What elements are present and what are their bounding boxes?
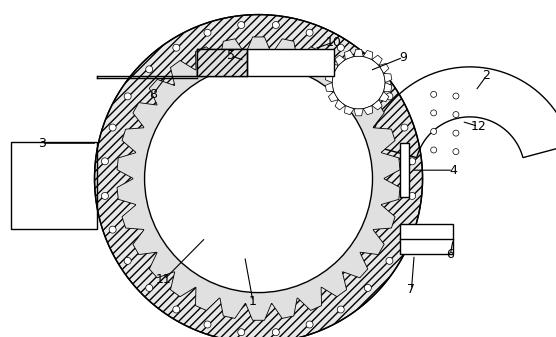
Circle shape xyxy=(204,321,211,328)
Circle shape xyxy=(453,149,459,155)
Circle shape xyxy=(386,257,393,264)
Polygon shape xyxy=(379,63,389,73)
Text: 7: 7 xyxy=(408,283,415,296)
Circle shape xyxy=(453,93,459,99)
Circle shape xyxy=(173,44,180,51)
Circle shape xyxy=(409,158,416,165)
Bar xyxy=(197,49,334,76)
Text: 6: 6 xyxy=(446,248,454,261)
Circle shape xyxy=(364,66,371,73)
Polygon shape xyxy=(379,92,389,102)
Text: 11: 11 xyxy=(156,273,172,286)
Polygon shape xyxy=(384,83,392,92)
Circle shape xyxy=(401,226,408,233)
Text: 1: 1 xyxy=(249,295,257,308)
Text: 8: 8 xyxy=(149,88,157,101)
Circle shape xyxy=(238,329,245,336)
Bar xyxy=(11,142,97,229)
Circle shape xyxy=(453,112,459,118)
Polygon shape xyxy=(329,92,338,102)
Polygon shape xyxy=(384,73,392,83)
Circle shape xyxy=(272,329,279,336)
Circle shape xyxy=(401,124,408,131)
Text: 12: 12 xyxy=(470,120,486,133)
Circle shape xyxy=(124,93,131,100)
Circle shape xyxy=(238,22,245,29)
Polygon shape xyxy=(372,55,382,65)
Polygon shape xyxy=(354,109,363,116)
Polygon shape xyxy=(335,100,345,110)
Circle shape xyxy=(145,65,373,293)
Polygon shape xyxy=(363,50,373,59)
Polygon shape xyxy=(325,83,334,92)
Circle shape xyxy=(124,257,131,264)
Circle shape xyxy=(409,192,416,200)
Circle shape xyxy=(386,93,393,100)
Polygon shape xyxy=(95,14,423,337)
Polygon shape xyxy=(325,73,334,83)
Circle shape xyxy=(145,65,373,293)
Circle shape xyxy=(431,128,436,134)
Circle shape xyxy=(101,158,108,165)
Polygon shape xyxy=(354,49,363,56)
Circle shape xyxy=(364,284,371,292)
Text: 10: 10 xyxy=(326,36,341,49)
Polygon shape xyxy=(117,37,400,320)
Text: 9: 9 xyxy=(399,51,407,64)
Circle shape xyxy=(453,130,459,136)
Circle shape xyxy=(337,44,344,51)
Polygon shape xyxy=(133,54,384,304)
Circle shape xyxy=(101,192,108,200)
Circle shape xyxy=(332,56,385,109)
Circle shape xyxy=(431,110,436,116)
Circle shape xyxy=(272,22,279,29)
Circle shape xyxy=(306,29,313,36)
Polygon shape xyxy=(329,63,338,73)
Circle shape xyxy=(146,284,153,292)
Circle shape xyxy=(431,147,436,153)
Circle shape xyxy=(109,124,116,131)
Bar xyxy=(197,49,247,76)
Bar xyxy=(400,224,453,254)
Circle shape xyxy=(337,306,344,313)
Text: 5: 5 xyxy=(227,49,235,62)
Polygon shape xyxy=(345,106,354,115)
Polygon shape xyxy=(345,50,354,59)
Text: 3: 3 xyxy=(38,137,46,150)
Circle shape xyxy=(109,226,116,233)
Text: 2: 2 xyxy=(483,69,490,82)
Polygon shape xyxy=(363,106,373,115)
Polygon shape xyxy=(335,55,345,65)
Circle shape xyxy=(146,66,153,73)
Circle shape xyxy=(306,321,313,328)
Circle shape xyxy=(431,91,436,97)
Circle shape xyxy=(173,306,180,313)
Bar xyxy=(400,143,409,197)
Polygon shape xyxy=(372,100,382,110)
Text: 4: 4 xyxy=(449,164,457,177)
Circle shape xyxy=(204,29,211,36)
